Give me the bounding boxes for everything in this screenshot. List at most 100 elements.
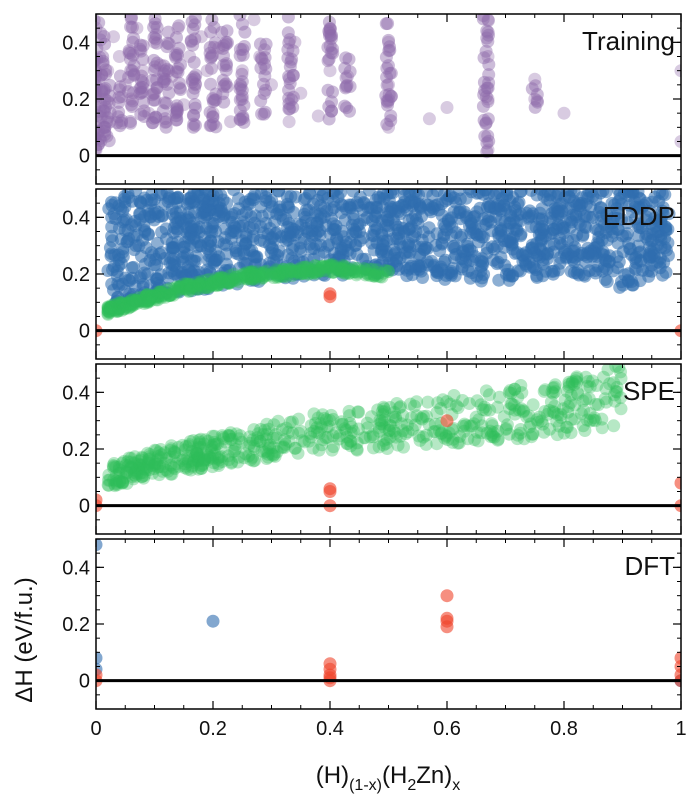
eddp-point [493,189,507,200]
spe-structures-point [312,443,326,457]
spe-structures-point [164,443,178,457]
spe-structures-point [106,461,120,475]
eddp-low-energy-point [196,277,210,291]
spe-structures-point [470,394,484,408]
training-point [322,24,336,38]
training-point [479,90,493,104]
training-point [219,37,233,51]
training-point [186,109,200,123]
eddp-low-energy-point [140,288,154,302]
spe-structures-point [542,404,556,417]
training-point [127,59,141,73]
eddp-low-energy-point [139,290,153,304]
eddp-point [158,197,172,211]
eddp-low-energy-point [241,271,255,284]
training-point [326,46,340,60]
spe-structures-point [134,458,148,472]
training-point [185,75,199,89]
eddp-point [276,213,290,227]
eddp-point [104,247,118,261]
training-point [124,14,138,24]
training-point [219,77,233,91]
training-point [282,83,296,97]
training-structures-point [148,35,161,49]
eddp-point [593,189,607,200]
training-point [162,37,176,51]
eddp-point [238,257,252,270]
spe-structures-point [124,461,138,475]
eddp-point [300,253,314,267]
spe-structures-point [197,454,211,468]
spe-structures-point [568,412,582,426]
training-point [96,54,101,67]
spe-structures-point [420,409,433,423]
spe-structures-point [446,435,460,449]
spe-structures-point [288,441,302,455]
eddp-low-energy-point [113,301,127,314]
spe-structures-point [560,384,574,398]
spe-structures-point [266,449,280,462]
y-tick-label: 0.4 [62,557,90,579]
eddp-low-energy-point [126,297,140,310]
spe-structures-point [410,395,424,409]
spe-structures-point [124,451,138,465]
spe-structures-point [222,453,236,467]
eddp-point [525,241,538,255]
eddp-low-energy-point [143,292,157,306]
eddp-low-energy-point [285,264,299,278]
spe-structures-point [345,420,359,434]
eddp-low-energy-point [229,273,243,287]
training-point [203,41,217,54]
training-point [96,98,108,112]
eddp-low-energy-point [323,259,337,273]
spe-structures-point [486,430,500,443]
eddp-low-energy-point [365,262,379,276]
spe-structures-point [135,450,149,464]
training-structures-point [194,30,208,44]
training-structures-point [323,21,337,35]
spe-structures-point [427,425,441,439]
training-point [477,75,491,89]
training-point [115,90,129,104]
eddp-low-energy-point [239,266,253,280]
spe-structures-point [451,401,465,415]
spe-structures-point [463,419,477,433]
training-point [135,85,149,99]
eddp-low-energy-point [151,288,165,302]
eddp-low-energy-point [215,271,229,285]
training-point [149,110,163,124]
training-structures-point [142,106,156,120]
spe-structures-point [536,417,550,431]
eddp-point [621,267,635,281]
eddp-low-energy-point [165,287,179,301]
spe-structures-point [446,432,460,446]
eddp-point [515,248,529,261]
training-point [281,43,295,57]
x-axis-title: (H)(1-x)(H2Zn)x [316,762,460,794]
spe-structures-point [408,399,421,413]
training-point [283,33,297,46]
eddp-point [150,258,164,272]
x-axis-title-sub1: (1-x) [349,777,382,794]
spe-structures-point [340,430,354,444]
spe-structures-point [254,423,268,436]
training-point [259,62,273,76]
eddp-low-energy-point [375,270,389,284]
spe-structures-point [335,415,349,429]
eddp-point [134,196,148,210]
panel-points [96,364,681,513]
eddp-low-energy-point [276,262,290,276]
spe-structures-point [479,384,493,398]
spe-structures-point [204,441,218,455]
spe-structures-point [380,432,394,446]
spe-structures-point [260,452,274,465]
training-point [158,96,172,110]
eddp-low-energy-point [307,266,321,279]
spe-structures-point [523,420,537,434]
eddp-point [105,195,118,209]
spe-structures-point [456,394,469,407]
training-structures-point [528,92,542,106]
eddp-point [216,278,230,292]
training-point [170,31,183,44]
eddp-low-energy-point [255,270,269,284]
